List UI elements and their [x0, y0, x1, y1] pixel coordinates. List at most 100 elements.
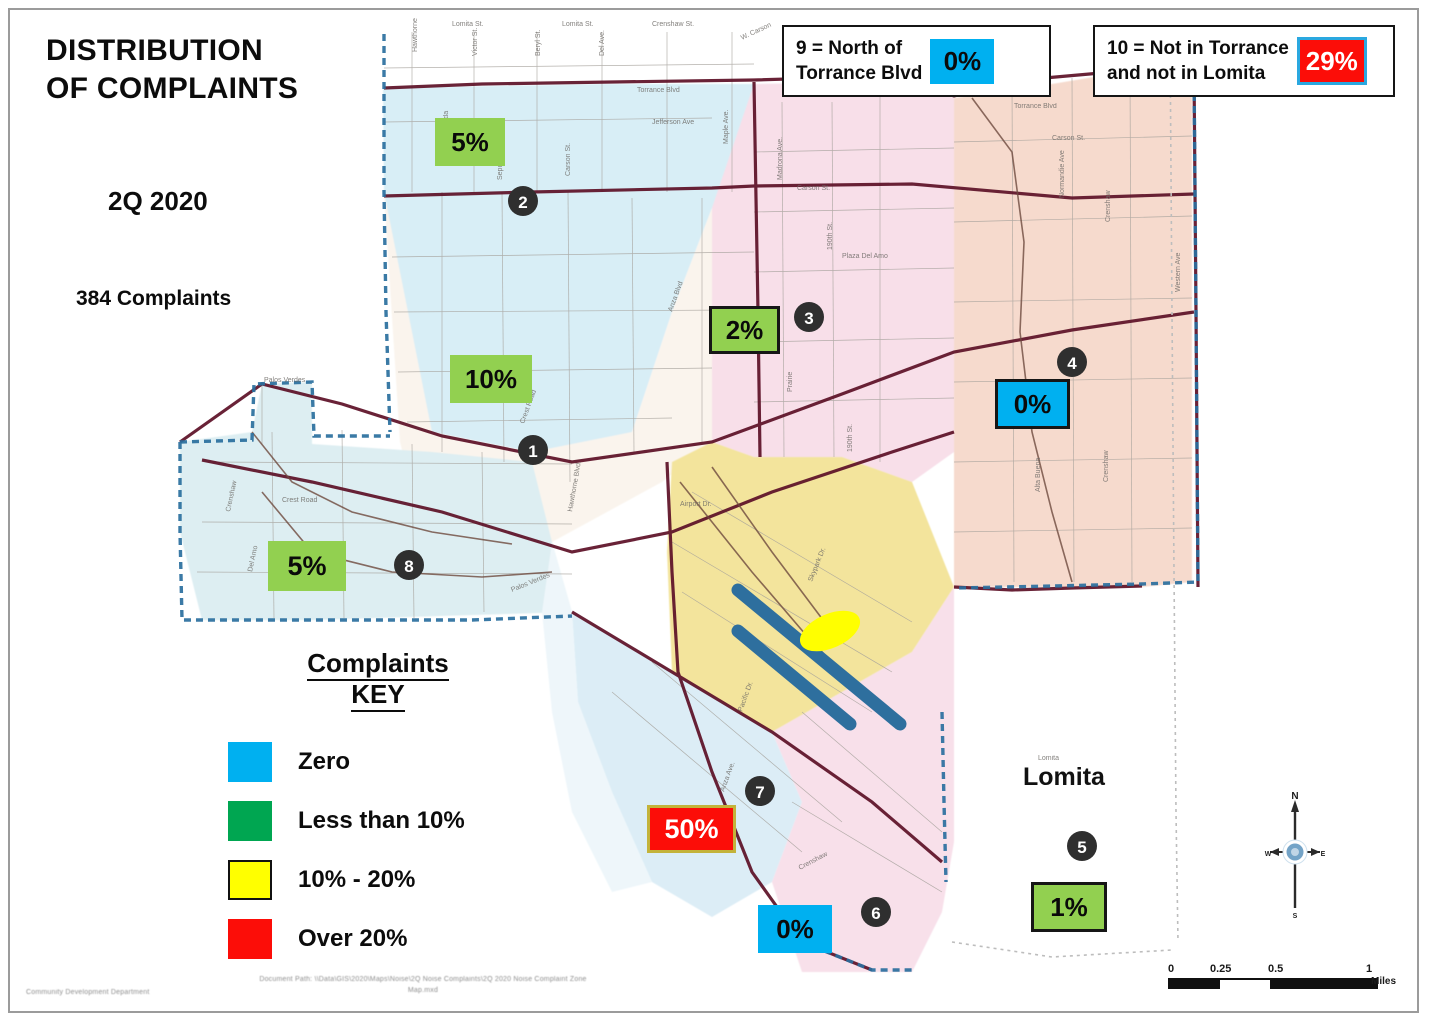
svg-text:Plaza Del Amo: Plaza Del Amo	[842, 253, 888, 260]
zone-marker-group: 1 2 3 4 5 6 7 8	[394, 186, 1097, 927]
svg-text:Victor St.: Victor St.	[472, 28, 479, 56]
svg-text:Beryl St.: Beryl St.	[535, 29, 542, 56]
percent-label-zone-4: 0%	[995, 379, 1070, 429]
key-label-less-than-10: Less than 10%	[298, 806, 465, 834]
svg-text:Carson St.: Carson St.	[565, 143, 572, 176]
key-title-line-2: KEY	[228, 679, 528, 712]
key-row-zero: Zero	[228, 732, 528, 791]
svg-text:Lomita St.: Lomita St.	[562, 21, 594, 28]
svg-text:Carson St.: Carson St.	[797, 185, 830, 192]
zone-7-airport-area	[667, 442, 954, 732]
svg-text:190th St.: 190th St.	[827, 222, 834, 250]
svg-text:Torrance Blvd: Torrance Blvd	[637, 87, 680, 94]
scale-bar: 0 0.25 0.5 1 Miles	[1168, 963, 1396, 989]
zone-marker-8: 8	[394, 550, 424, 580]
svg-text:7: 7	[755, 783, 764, 802]
svg-text:8: 8	[404, 557, 413, 576]
svg-text:1: 1	[528, 442, 537, 461]
svg-text:Western Ave: Western Ave	[1175, 252, 1182, 292]
zone-polygons	[180, 72, 1192, 972]
airport-highlight-ellipse	[799, 610, 861, 652]
city-label-lomita: Lomita	[1023, 763, 1105, 791]
svg-text:Crenshaw: Crenshaw	[1103, 450, 1110, 482]
note-zone-10: 10 = Not in Torrance and not in Lomita 2…	[1093, 25, 1395, 97]
key-title-text-2: KEY	[351, 679, 405, 712]
note-zone-9-text: 9 = North of Torrance Blvd	[796, 37, 923, 84]
page-title-line-1: DISTRIBUTION	[46, 34, 263, 67]
total-complaints-label: 384 Complaints	[76, 287, 232, 310]
key-row-less-than-10: Less than 10%	[228, 791, 528, 850]
zone-marker-2: 2	[508, 186, 538, 216]
zone-marker-5: 5	[1067, 831, 1097, 861]
svg-text:Palos Verdes: Palos Verdes	[264, 377, 306, 384]
map-graphic: 1 2 3 4 5 6 7 8 Lomita St. Lomita St. Cren…	[12, 12, 1415, 1009]
key-row-over-20: Over 20%	[228, 909, 528, 968]
svg-text:5: 5	[1077, 838, 1086, 857]
compass-rose: N E S W	[1262, 790, 1328, 920]
svg-text:Airport Dr.: Airport Dr.	[680, 501, 712, 508]
svg-text:Madrona Ave.: Madrona Ave.	[777, 137, 784, 180]
page-border	[8, 8, 1419, 1013]
note-zone-10-text: 10 = Not in Torrance and not in Lomita	[1107, 37, 1289, 84]
key-swatch-zero	[228, 741, 272, 782]
scale-tick-05: 0.5	[1268, 963, 1284, 975]
svg-text:Lomita St.: Lomita St.	[452, 21, 484, 28]
scale-bar-units: Miles	[1371, 976, 1397, 987]
svg-text:Crenshaw St.: Crenshaw St.	[652, 21, 694, 28]
zone-marker-1: 1	[518, 435, 548, 465]
svg-text:Del Ave.: Del Ave.	[599, 30, 606, 56]
lomita-boundary	[951, 31, 1179, 958]
key-row-10-to-20: 10% - 20%	[228, 850, 528, 909]
note-zone-9: 9 = North of Torrance Blvd 0%	[782, 25, 1051, 97]
svg-text:Normandie Ave: Normandie Ave	[1059, 150, 1066, 198]
zone-marker-4: 4	[1057, 347, 1087, 377]
airport-runways	[731, 583, 907, 731]
key-rows: Zero Less than 10% 10% - 20% Over 20%	[228, 732, 528, 968]
zone-6-area	[772, 587, 954, 972]
percent-label-zone-3: 2%	[709, 306, 780, 354]
svg-text:4: 4	[1067, 354, 1077, 373]
compass-label-south: S	[1293, 913, 1298, 920]
zone-marker-7: 7	[745, 776, 775, 806]
scale-tick-025: 0.25	[1210, 963, 1232, 975]
svg-text:190th St.: 190th St.	[847, 424, 854, 452]
svg-text:Maple Ave.: Maple Ave.	[723, 109, 730, 144]
zone-marker-3: 3	[794, 302, 824, 332]
compass-label-east: E	[1321, 851, 1326, 858]
scale-bar-graphic	[1168, 978, 1378, 989]
key-label-over-20: Over 20%	[298, 924, 408, 952]
note-zone-9-badge: 0%	[930, 38, 995, 84]
svg-text:6: 6	[871, 904, 880, 923]
svg-text:W. Carson: W. Carson	[740, 22, 773, 42]
svg-text:Carson St.: Carson St.	[1052, 135, 1085, 142]
svg-text:3: 3	[804, 309, 813, 328]
compass-label-west: W	[1265, 851, 1272, 858]
scale-tick-1: 1	[1366, 963, 1373, 975]
percent-label-zone-7: 50%	[647, 805, 736, 853]
page-title-line-2: OF COMPLAINTS	[46, 72, 299, 106]
svg-text:Torrance Blvd: Torrance Blvd	[1014, 103, 1057, 110]
runway-line-2	[731, 624, 857, 731]
scale-bar-ticks: 0 0.25 0.5 1	[1168, 963, 1378, 978]
percent-label-zone-5: 1%	[1031, 882, 1107, 932]
percent-label-zone-1: 10%	[450, 355, 532, 403]
percent-label-zone-8: 5%	[268, 541, 346, 591]
svg-text:Crest Road: Crest Road	[282, 497, 318, 504]
svg-text:Alta Buena: Alta Buena	[1035, 458, 1042, 492]
key-swatch-over-20	[228, 918, 272, 959]
key-swatch-10-to-20	[228, 859, 272, 900]
credit-document-path: Document Path: \\Data\GIS\2020\Maps\Nois…	[259, 976, 587, 994]
note-zone-10-badge: 29%	[1296, 37, 1367, 85]
runway-line-1	[731, 583, 907, 731]
page-title: DISTRIBUTION OF COMPLAINTS	[46, 32, 376, 109]
svg-text:Crenshaw: Crenshaw	[1105, 190, 1112, 222]
key-label-zero: Zero	[298, 747, 351, 775]
scale-tick-0: 0	[1168, 963, 1175, 975]
svg-text:Prairie: Prairie	[787, 372, 794, 392]
key-swatch-less-than-10	[228, 800, 272, 841]
zone-1-south-area	[542, 542, 652, 892]
zone-7-area	[572, 612, 802, 917]
credit-department: Community Development Department	[26, 989, 150, 996]
svg-text:2: 2	[518, 193, 527, 212]
